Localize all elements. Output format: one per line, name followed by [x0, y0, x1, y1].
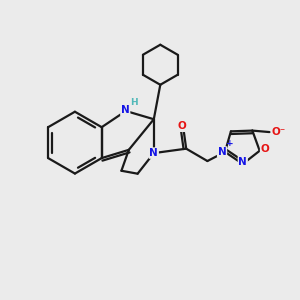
Text: N: N [238, 157, 247, 166]
Text: O: O [177, 121, 186, 131]
Text: N: N [149, 148, 158, 158]
Text: O⁻: O⁻ [272, 127, 286, 137]
Text: N: N [121, 105, 130, 116]
Text: H: H [130, 98, 137, 107]
Text: O: O [261, 144, 269, 154]
Text: N: N [218, 147, 226, 157]
Text: +: + [226, 139, 234, 148]
